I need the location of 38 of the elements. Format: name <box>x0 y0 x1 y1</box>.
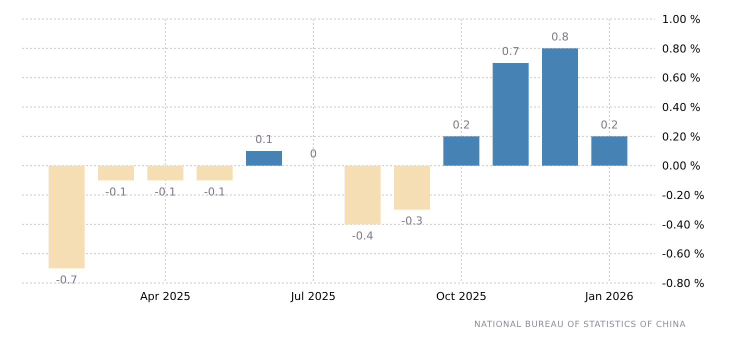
data-label: 0.2 <box>452 118 470 132</box>
bar <box>48 166 85 268</box>
bar <box>246 151 282 166</box>
y-tick-label: -0.60 % <box>662 248 704 261</box>
y-tick-label: 0.60 % <box>662 72 700 85</box>
bar <box>344 166 381 224</box>
bar <box>542 48 578 166</box>
data-label: 0.8 <box>551 30 569 44</box>
y-tick-label: 0.40 % <box>662 101 700 114</box>
x-tick-label: Oct 2025 <box>436 290 487 303</box>
data-label: -0.1 <box>154 185 176 198</box>
data-label: 0.1 <box>255 133 273 146</box>
x-tick-label: Jul 2025 <box>290 290 336 303</box>
x-tick-label: Apr 2025 <box>140 290 191 303</box>
data-label: -0.4 <box>352 229 374 242</box>
bar <box>591 136 628 166</box>
bar <box>394 166 430 210</box>
bar <box>196 166 233 180</box>
data-label: 0.2 <box>600 118 618 132</box>
text: NATIONAL BUREAU OF STATISTICS OF CHINA <box>474 320 686 330</box>
data-label: 0 <box>310 148 317 161</box>
data-label: -0.3 <box>401 214 423 228</box>
data-label: 0.7 <box>502 45 520 58</box>
bar <box>492 63 529 166</box>
data-label: -0.7 <box>56 273 78 286</box>
x-tick-label: Jan 2026 <box>584 290 634 303</box>
y-tick-label: 0.80 % <box>662 42 700 56</box>
data-label: -0.1 <box>204 185 226 198</box>
data-label: -0.1 <box>105 185 127 198</box>
bar <box>98 166 134 180</box>
y-tick-label: -0.80 % <box>662 277 704 290</box>
bar <box>147 166 184 180</box>
y-tick-label: -0.20 % <box>662 189 704 202</box>
y-tick-label: 0.00 % <box>662 160 700 173</box>
y-tick-label: 1.00 % <box>662 13 700 26</box>
y-tick-label: -0.40 % <box>662 218 704 232</box>
y-tick-label: 0.20 % <box>662 130 700 144</box>
bar <box>443 136 480 166</box>
